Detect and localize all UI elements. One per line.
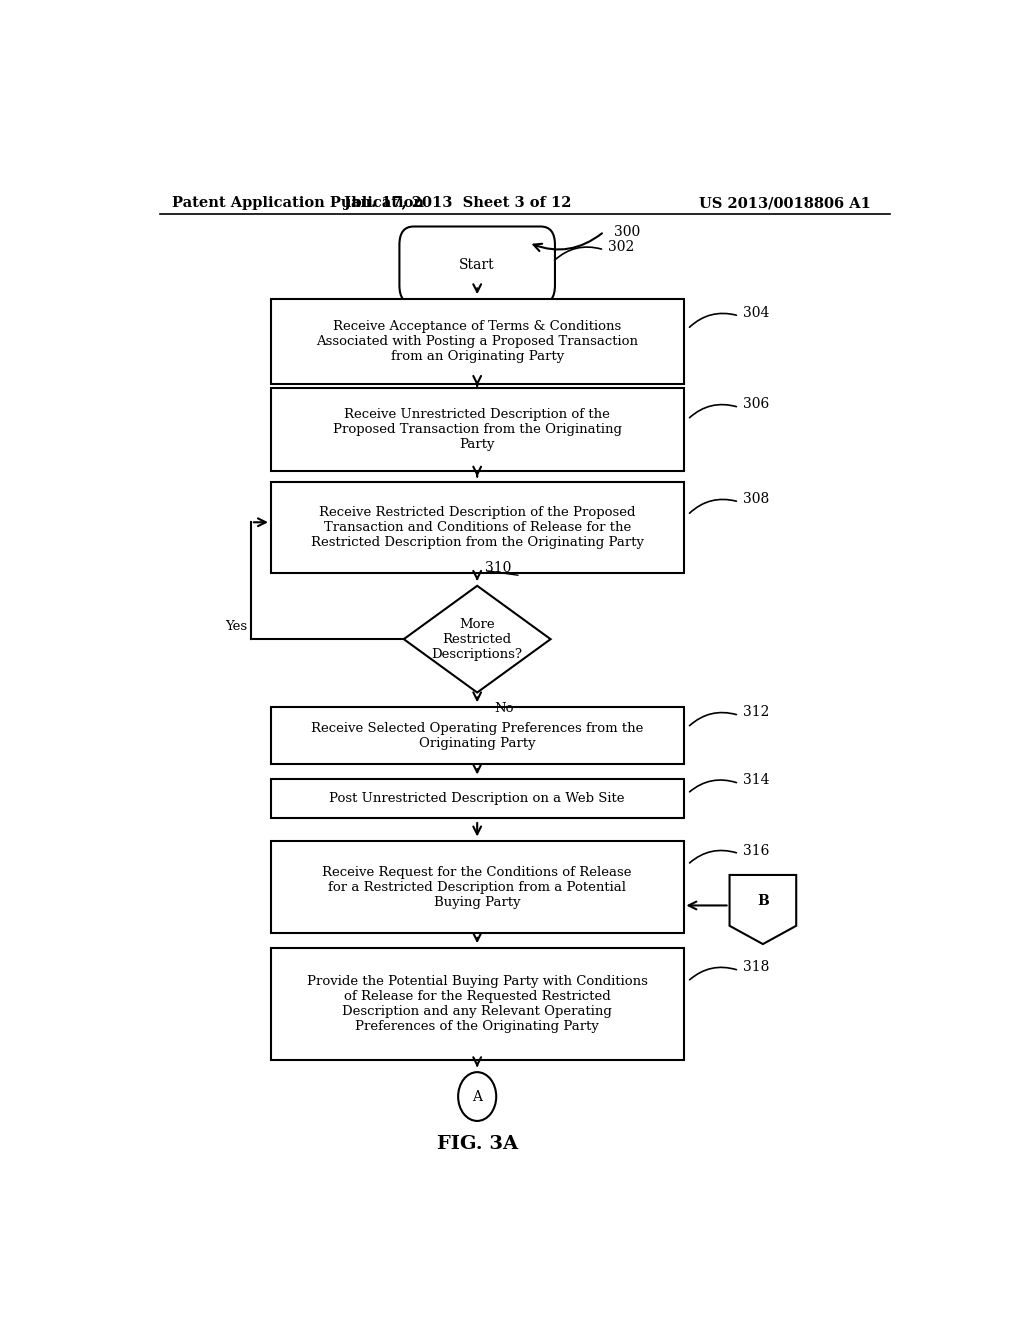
- Text: 318: 318: [743, 961, 769, 974]
- Text: Post Unrestricted Description on a Web Site: Post Unrestricted Description on a Web S…: [330, 792, 625, 805]
- Text: Receive Restricted Description of the Proposed
Transaction and Conditions of Rel: Receive Restricted Description of the Pr…: [310, 506, 644, 549]
- Text: 306: 306: [743, 397, 769, 412]
- Text: Receive Acceptance of Terms & Conditions
Associated with Posting a Proposed Tran: Receive Acceptance of Terms & Conditions…: [316, 319, 638, 363]
- Text: No: No: [495, 702, 514, 715]
- Text: Jan. 17, 2013  Sheet 3 of 12: Jan. 17, 2013 Sheet 3 of 12: [344, 197, 571, 210]
- Text: More
Restricted
Descriptions?: More Restricted Descriptions?: [432, 618, 522, 660]
- FancyBboxPatch shape: [399, 227, 555, 304]
- Bar: [270, 841, 684, 933]
- Text: 308: 308: [743, 492, 769, 506]
- Text: 304: 304: [743, 306, 769, 319]
- Bar: [270, 779, 684, 818]
- Text: 300: 300: [613, 224, 640, 239]
- Bar: [270, 482, 684, 573]
- Bar: [270, 388, 684, 471]
- Bar: [270, 948, 684, 1060]
- Text: 314: 314: [743, 774, 770, 788]
- Bar: [270, 300, 684, 384]
- Text: Provide the Potential Buying Party with Conditions
of Release for the Requested : Provide the Potential Buying Party with …: [307, 975, 647, 1034]
- Text: Patent Application Publication: Patent Application Publication: [172, 197, 424, 210]
- Text: Receive Request for the Conditions of Release
for a Restricted Description from : Receive Request for the Conditions of Re…: [323, 866, 632, 908]
- Text: Yes: Yes: [225, 620, 247, 634]
- Text: FIG. 3A: FIG. 3A: [436, 1135, 518, 1154]
- Polygon shape: [729, 875, 797, 944]
- Polygon shape: [403, 586, 551, 693]
- Text: 310: 310: [485, 561, 512, 574]
- Text: 302: 302: [608, 240, 635, 253]
- Text: Receive Selected Operating Preferences from the
Originating Party: Receive Selected Operating Preferences f…: [311, 722, 643, 750]
- Text: US 2013/0018806 A1: US 2013/0018806 A1: [699, 197, 871, 210]
- Circle shape: [458, 1072, 497, 1121]
- Bar: [270, 708, 684, 764]
- Text: 312: 312: [743, 705, 769, 719]
- Text: Receive Unrestricted Description of the
Proposed Transaction from the Originatin: Receive Unrestricted Description of the …: [333, 408, 622, 451]
- Text: 316: 316: [743, 843, 769, 858]
- Text: A: A: [472, 1089, 482, 1104]
- Text: Start: Start: [460, 259, 495, 272]
- Text: B: B: [757, 895, 769, 908]
